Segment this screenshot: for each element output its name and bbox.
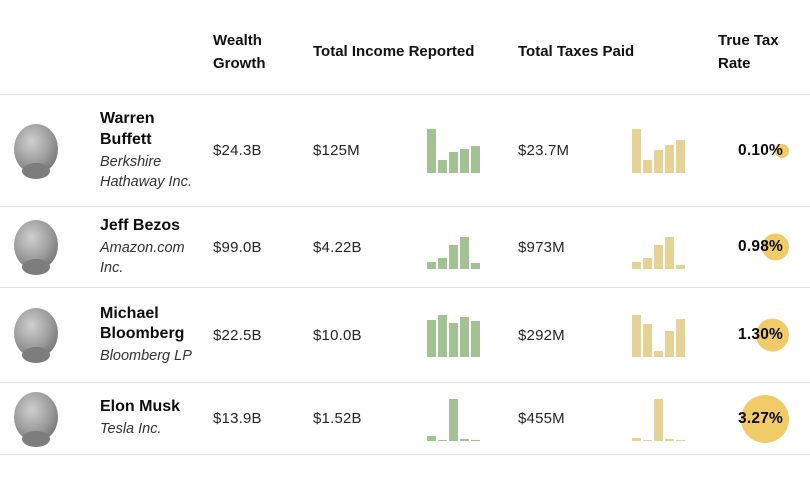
income-bar-chart <box>427 397 481 441</box>
income-reported-value: $1.52B <box>313 410 362 427</box>
table-row-elon-musk: Elon Musk Tesla Inc. $13.9B $1.52B $455M… <box>0 383 810 455</box>
income-bar-chart <box>427 128 481 173</box>
portrait-photo-icon <box>14 220 58 275</box>
taxes-bar-chart <box>632 313 686 357</box>
billionaires-tax-table: Wealth Growth Total Income Reported Tota… <box>0 0 810 455</box>
person-name: Michael Bloomberg <box>100 304 185 343</box>
true-tax-rate-value: 1.30% <box>738 326 783 343</box>
true-tax-rate-cell: 3.27% <box>718 383 793 454</box>
taxes-bar-chart <box>632 225 686 269</box>
person-cell: Elon Musk Tesla Inc. <box>100 397 196 439</box>
person-name: Jeff Bezos <box>100 216 181 234</box>
table-row-warren-buffett: Warren Buffett Berkshire Hathaway Inc. $… <box>0 95 810 207</box>
wealth-growth-value: $22.5B <box>213 326 262 344</box>
true-tax-rate-cell: 0.10% <box>718 95 793 206</box>
true-tax-rate-value: 0.98% <box>738 238 783 255</box>
person-cell: Michael Bloomberg Bloomberg LP <box>100 304 196 367</box>
portrait-photo-icon <box>14 123 58 179</box>
portrait-photo-icon <box>14 308 58 363</box>
column-header-true-tax-rate: True Tax Rate <box>718 31 779 72</box>
column-header-total-income-reported: Total Income Reported <box>313 43 475 61</box>
column-header-wealth-growth: Wealth Growth <box>213 31 266 72</box>
avatar-cell <box>0 121 100 181</box>
wealth-growth-value: $99.0B <box>213 238 262 256</box>
rate-highlight-circle <box>775 143 789 158</box>
income-bar-chart <box>427 313 481 357</box>
taxes-bar-chart <box>632 128 686 173</box>
taxes-bar-chart <box>632 397 686 441</box>
income-reported-value: $125M <box>313 142 360 159</box>
rate-highlight-circle <box>762 233 789 261</box>
person-cell: Jeff Bezos Amazon.com Inc. <box>100 216 196 278</box>
person-name: Warren Buffett <box>100 109 155 148</box>
avatar-cell <box>0 305 100 365</box>
company-name: Bloomberg LP <box>100 348 192 365</box>
true-tax-rate-value: 0.10% <box>738 141 783 159</box>
income-reported-value: $4.22B <box>313 238 362 256</box>
taxes-paid-value: $292M <box>518 326 565 344</box>
true-tax-rate-value: 3.27% <box>738 409 783 427</box>
taxes-paid-value: $455M <box>518 410 565 427</box>
table-row-michael-bloomberg: Michael Bloomberg Bloomberg LP $22.5B $1… <box>0 288 810 383</box>
rate-highlight-circle <box>741 394 789 443</box>
true-tax-rate-cell: 0.98% <box>718 207 793 287</box>
taxes-paid-value: $23.7M <box>518 142 570 159</box>
table-row-jeff-bezos: Jeff Bezos Amazon.com Inc. $99.0B $4.22B… <box>0 207 810 288</box>
person-name: Elon Musk <box>100 398 181 416</box>
company-name: Tesla Inc. <box>100 421 162 438</box>
avatar-cell <box>0 217 100 277</box>
income-bar-chart <box>427 225 481 269</box>
rate-highlight-circle <box>756 318 789 352</box>
taxes-paid-value: $973M <box>518 238 565 256</box>
company-name: Amazon.com Inc. <box>100 239 185 276</box>
true-tax-rate-cell: 1.30% <box>718 288 793 382</box>
person-cell: Warren Buffett Berkshire Hathaway Inc. <box>100 109 196 192</box>
wealth-growth-value: $13.9B <box>213 410 262 427</box>
company-name: Berkshire Hathaway Inc. <box>100 153 192 190</box>
column-header-total-taxes-paid: Total Taxes Paid <box>518 43 635 61</box>
income-reported-value: $10.0B <box>313 326 362 344</box>
portrait-photo-icon <box>14 391 58 447</box>
wealth-growth-value: $24.3B <box>213 142 262 159</box>
avatar-cell <box>0 389 100 449</box>
table-header-row: Wealth Growth Total Income Reported Tota… <box>0 0 810 95</box>
